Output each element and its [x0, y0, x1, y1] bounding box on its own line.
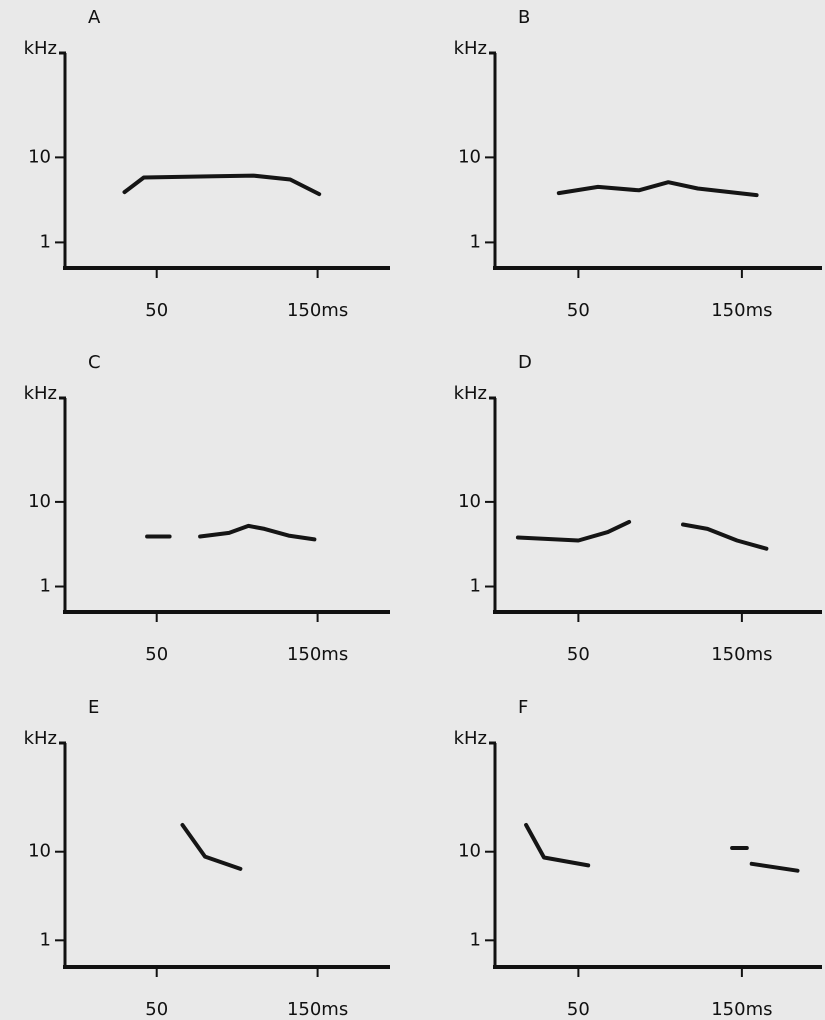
- trace: [515, 519, 632, 543]
- y-axis-label: kHz: [24, 383, 57, 404]
- panel-label: C: [88, 352, 101, 373]
- x-tick-label: 50: [567, 300, 590, 321]
- x-tick-label: 150ms: [287, 300, 348, 321]
- trace: [198, 523, 317, 542]
- x-tick-label: 50: [567, 999, 590, 1020]
- panel-label: B: [518, 7, 530, 28]
- y-tick-label: 10: [28, 841, 51, 862]
- x-tick-label: 150ms: [711, 999, 772, 1020]
- trace: [556, 180, 759, 198]
- trace: [681, 522, 769, 551]
- x-tick-label: 50: [145, 999, 168, 1020]
- y-tick-label: 10: [28, 491, 51, 512]
- x-tick-label: 150ms: [711, 300, 772, 321]
- x-tick-label: 50: [145, 300, 168, 321]
- trace: [749, 861, 800, 873]
- trace: [180, 823, 243, 871]
- y-tick-label: 10: [458, 491, 481, 512]
- y-tick-label: 1: [40, 231, 51, 252]
- y-axis-label: kHz: [24, 38, 57, 59]
- x-tick-label: 150ms: [287, 999, 348, 1020]
- y-axis-label: kHz: [454, 383, 487, 404]
- x-tick-label: 150ms: [287, 644, 348, 665]
- x-tick-label: 150ms: [711, 644, 772, 665]
- y-tick-label: 1: [470, 231, 481, 252]
- trace: [524, 823, 591, 868]
- y-tick-label: 1: [40, 929, 51, 950]
- y-tick-label: 1: [470, 929, 481, 950]
- y-tick-label: 10: [28, 146, 51, 167]
- y-tick-label: 1: [470, 576, 481, 597]
- y-tick-label: 10: [458, 841, 481, 862]
- panel-label: F: [518, 697, 528, 718]
- y-axis-label: kHz: [454, 728, 487, 749]
- x-tick-label: 50: [567, 644, 590, 665]
- y-tick-label: 10: [458, 146, 481, 167]
- y-tick-label: 1: [40, 576, 51, 597]
- panel-label: E: [88, 697, 99, 718]
- x-tick-label: 50: [145, 644, 168, 665]
- panel-label: A: [88, 7, 101, 28]
- panel-label: D: [518, 352, 532, 373]
- y-axis-label: kHz: [454, 38, 487, 59]
- y-axis-label: kHz: [24, 728, 57, 749]
- trace: [122, 173, 322, 197]
